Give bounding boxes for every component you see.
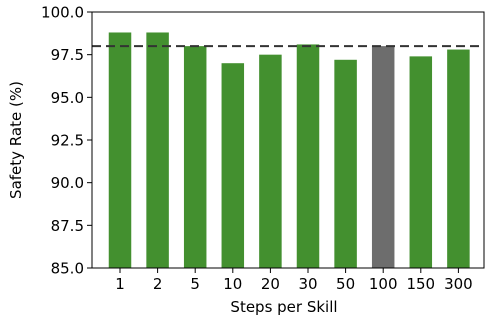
bar-150: [409, 56, 433, 268]
y-tick-label: 92.5: [51, 132, 84, 150]
x-tick-label: 50: [336, 275, 355, 293]
x-ticks-layer: 1 2 5 10 20 30 50 100 150 300: [115, 268, 473, 293]
x-axis-label: Steps per Skill: [230, 298, 337, 316]
y-tick-label: 100.0: [41, 4, 84, 22]
x-tick-label: 150: [406, 275, 435, 293]
bar-10: [221, 63, 245, 269]
bar-1: [108, 32, 132, 269]
bars-layer: [108, 32, 470, 269]
x-tick-label: 5: [190, 275, 200, 293]
y-tick-label: 85.0: [51, 260, 84, 278]
x-tick-label: 2: [153, 275, 163, 293]
x-tick-label: 1: [115, 275, 125, 293]
x-tick-label: 20: [261, 275, 280, 293]
x-tick-label: 100: [369, 275, 398, 293]
bar-50: [334, 59, 357, 268]
bar-20: [259, 54, 282, 268]
y-tick-label: 87.5: [51, 217, 84, 235]
bar-2: [146, 32, 169, 269]
bar-300: [447, 49, 470, 269]
x-tick-label: 30: [298, 275, 317, 293]
bar-5: [183, 46, 207, 269]
bar-100: [371, 46, 395, 269]
y-tick-label: 97.5: [51, 46, 84, 64]
y-ticks-layer: 85.0 87.5 90.0 92.5 95.0 97.5 100.0: [41, 4, 92, 278]
bar-30: [296, 44, 320, 268]
y-axis-label: Safety Rate (%): [7, 81, 25, 199]
y-tick-label: 95.0: [51, 89, 84, 107]
y-tick-label: 90.0: [51, 174, 84, 192]
x-tick-label: 10: [223, 275, 242, 293]
x-tick-label: 300: [444, 275, 473, 293]
